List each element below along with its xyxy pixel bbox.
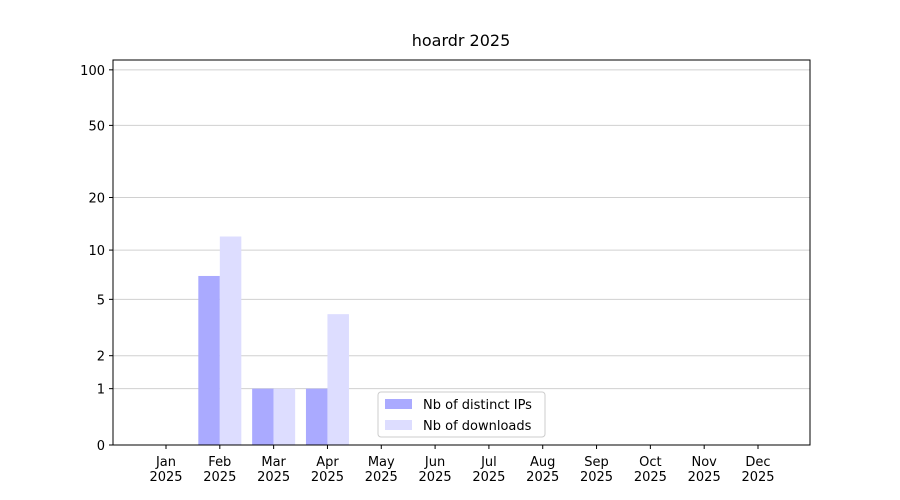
legend: Nb of distinct IPs Nb of downloads bbox=[377, 391, 546, 438]
y-tick-label: 5 bbox=[97, 293, 105, 308]
x-tick-label: May 2025 bbox=[365, 455, 398, 485]
x-tick-label: Jan 2025 bbox=[149, 455, 182, 485]
legend-swatch bbox=[385, 420, 412, 430]
x-tick-label: Apr 2025 bbox=[311, 455, 344, 485]
x-tick-label: Oct 2025 bbox=[634, 455, 667, 485]
bar bbox=[273, 388, 296, 445]
legend-box bbox=[377, 391, 546, 438]
y-tick-label: 10 bbox=[88, 244, 105, 259]
y-tick-label: 20 bbox=[88, 192, 105, 207]
bars bbox=[198, 236, 349, 445]
x-tick-label: Jun 2025 bbox=[419, 455, 452, 485]
legend-label: Nb of downloads bbox=[423, 419, 532, 434]
y-tick-label: 100 bbox=[80, 64, 105, 79]
x-tick-label: Feb 2025 bbox=[203, 455, 236, 485]
chart-title: hoardr 2025 bbox=[412, 31, 511, 50]
x-tick-label: Sep 2025 bbox=[580, 455, 613, 485]
legend-label: Nb of distinct IPs bbox=[423, 398, 532, 413]
bar bbox=[305, 388, 328, 445]
bar bbox=[327, 314, 349, 445]
plot-frame bbox=[112, 59, 811, 446]
legend-swatch bbox=[385, 399, 412, 409]
bar bbox=[219, 236, 242, 445]
axes: 0 1 2 5 10 20 50 100 Jan 2025 Feb 2025 Mar 2025 Apr 202… bbox=[80, 64, 774, 485]
x-tick-label: Jul 2025 bbox=[472, 455, 505, 485]
bar bbox=[198, 275, 220, 445]
x-tick-label: Nov 2025 bbox=[688, 455, 721, 485]
x-tick-label: Aug 2025 bbox=[526, 455, 559, 485]
x-tick-label: Dec 2025 bbox=[741, 455, 774, 485]
y-tick-label: 50 bbox=[88, 119, 105, 134]
x-tick-label: Mar 2025 bbox=[257, 455, 290, 485]
y-tick-label: 0 bbox=[97, 439, 105, 454]
bar bbox=[252, 388, 274, 445]
y-tick-label: 1 bbox=[97, 383, 105, 398]
y-tick-label: 2 bbox=[97, 350, 105, 365]
